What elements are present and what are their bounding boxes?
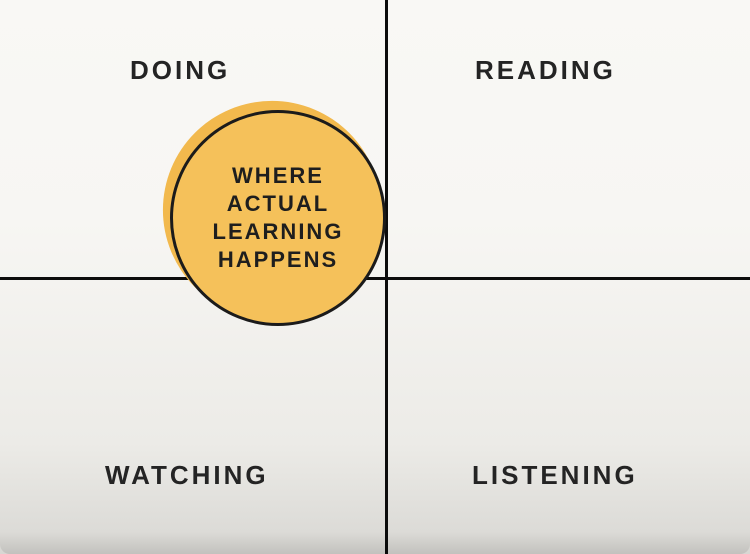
- circle-line: LEARNING: [213, 218, 344, 246]
- bottom-vignette: [0, 532, 750, 554]
- quadrant-label-bottom-right: LISTENING: [472, 460, 638, 491]
- quadrant-label-top-right: READING: [475, 55, 616, 86]
- highlight-circle-text: WHERE ACTUAL LEARNING HAPPENS: [170, 110, 386, 326]
- circle-line: WHERE: [232, 162, 324, 190]
- circle-line: HAPPENS: [218, 246, 338, 274]
- quadrant-label-top-left: DOING: [130, 55, 230, 86]
- circle-line: ACTUAL: [227, 190, 329, 218]
- highlight-circle: WHERE ACTUAL LEARNING HAPPENS: [170, 110, 386, 326]
- quadrant-label-bottom-left: WATCHING: [105, 460, 269, 491]
- quadrant-diagram: DOING READING WATCHING LISTENING WHERE A…: [0, 0, 750, 554]
